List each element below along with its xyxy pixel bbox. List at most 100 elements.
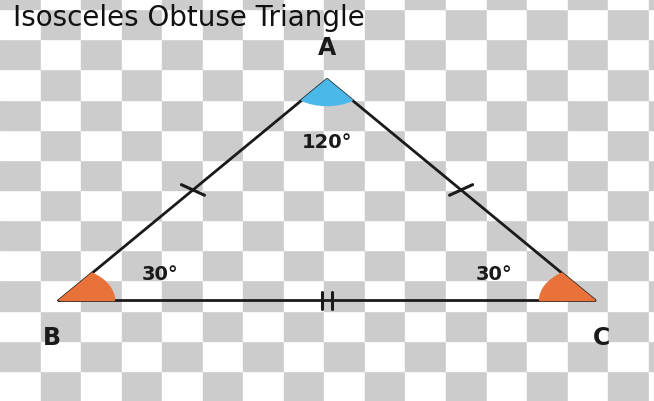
Bar xyxy=(324,70,365,100)
Bar xyxy=(243,371,284,401)
Bar xyxy=(203,221,243,251)
Bar xyxy=(162,190,203,221)
Bar xyxy=(649,311,654,341)
Bar xyxy=(0,40,41,70)
Bar xyxy=(608,0,649,10)
Bar xyxy=(203,160,243,190)
Bar xyxy=(203,100,243,130)
Bar xyxy=(608,251,649,281)
Bar xyxy=(203,70,243,100)
Bar xyxy=(41,341,81,371)
Bar xyxy=(162,221,203,251)
Bar xyxy=(446,0,487,10)
Bar xyxy=(81,40,122,70)
Bar xyxy=(568,371,608,401)
Bar xyxy=(203,371,243,401)
Bar xyxy=(122,311,162,341)
Bar xyxy=(568,0,608,10)
Bar xyxy=(527,40,568,70)
Bar xyxy=(405,160,446,190)
Bar xyxy=(243,0,284,10)
Bar xyxy=(608,100,649,130)
Bar xyxy=(527,281,568,311)
Bar xyxy=(568,281,608,311)
Text: B: B xyxy=(43,325,61,349)
Bar xyxy=(243,251,284,281)
Text: 30°: 30° xyxy=(141,264,178,283)
Bar xyxy=(608,371,649,401)
Bar xyxy=(608,40,649,70)
Bar xyxy=(284,0,324,10)
Bar xyxy=(41,0,81,10)
Bar xyxy=(487,371,527,401)
Bar xyxy=(324,311,365,341)
Wedge shape xyxy=(301,80,353,106)
Bar xyxy=(608,10,649,40)
Bar xyxy=(284,130,324,160)
Bar xyxy=(243,100,284,130)
Bar xyxy=(649,40,654,70)
Bar xyxy=(41,311,81,341)
Bar xyxy=(41,10,81,40)
Bar xyxy=(487,281,527,311)
Bar xyxy=(365,281,405,311)
Bar xyxy=(446,100,487,130)
Bar xyxy=(527,100,568,130)
Bar xyxy=(649,70,654,100)
Bar xyxy=(0,221,41,251)
Bar xyxy=(487,311,527,341)
Bar xyxy=(568,160,608,190)
Bar xyxy=(365,190,405,221)
Bar xyxy=(324,160,365,190)
Bar xyxy=(324,221,365,251)
Bar xyxy=(324,281,365,311)
Bar xyxy=(81,190,122,221)
Bar xyxy=(81,251,122,281)
Bar xyxy=(243,311,284,341)
Bar xyxy=(284,371,324,401)
Bar xyxy=(243,341,284,371)
Bar xyxy=(162,160,203,190)
Bar xyxy=(446,10,487,40)
Bar xyxy=(41,251,81,281)
Bar xyxy=(405,281,446,311)
Bar xyxy=(0,190,41,221)
Bar xyxy=(81,130,122,160)
Bar xyxy=(122,281,162,311)
Bar xyxy=(487,341,527,371)
Bar xyxy=(446,251,487,281)
Bar xyxy=(487,130,527,160)
Bar xyxy=(446,281,487,311)
Text: 120°: 120° xyxy=(301,132,353,151)
Text: Isosceles Obtuse Triangle: Isosceles Obtuse Triangle xyxy=(13,4,365,32)
Bar xyxy=(284,100,324,130)
Bar xyxy=(81,371,122,401)
Bar xyxy=(243,221,284,251)
Bar xyxy=(122,190,162,221)
Bar xyxy=(41,130,81,160)
Bar xyxy=(122,371,162,401)
Bar xyxy=(81,281,122,311)
Bar xyxy=(608,311,649,341)
Bar xyxy=(122,221,162,251)
Bar xyxy=(0,371,41,401)
Bar xyxy=(203,10,243,40)
Bar xyxy=(405,130,446,160)
Bar xyxy=(203,341,243,371)
Bar xyxy=(324,130,365,160)
Bar xyxy=(243,10,284,40)
Bar xyxy=(405,221,446,251)
Bar xyxy=(0,70,41,100)
Bar xyxy=(649,160,654,190)
Bar xyxy=(568,251,608,281)
Bar xyxy=(365,160,405,190)
Bar xyxy=(324,251,365,281)
Bar xyxy=(446,311,487,341)
Wedge shape xyxy=(540,273,595,301)
Bar xyxy=(162,341,203,371)
Bar xyxy=(405,100,446,130)
Bar xyxy=(649,190,654,221)
Bar xyxy=(608,281,649,311)
Bar xyxy=(405,0,446,10)
Bar xyxy=(284,160,324,190)
